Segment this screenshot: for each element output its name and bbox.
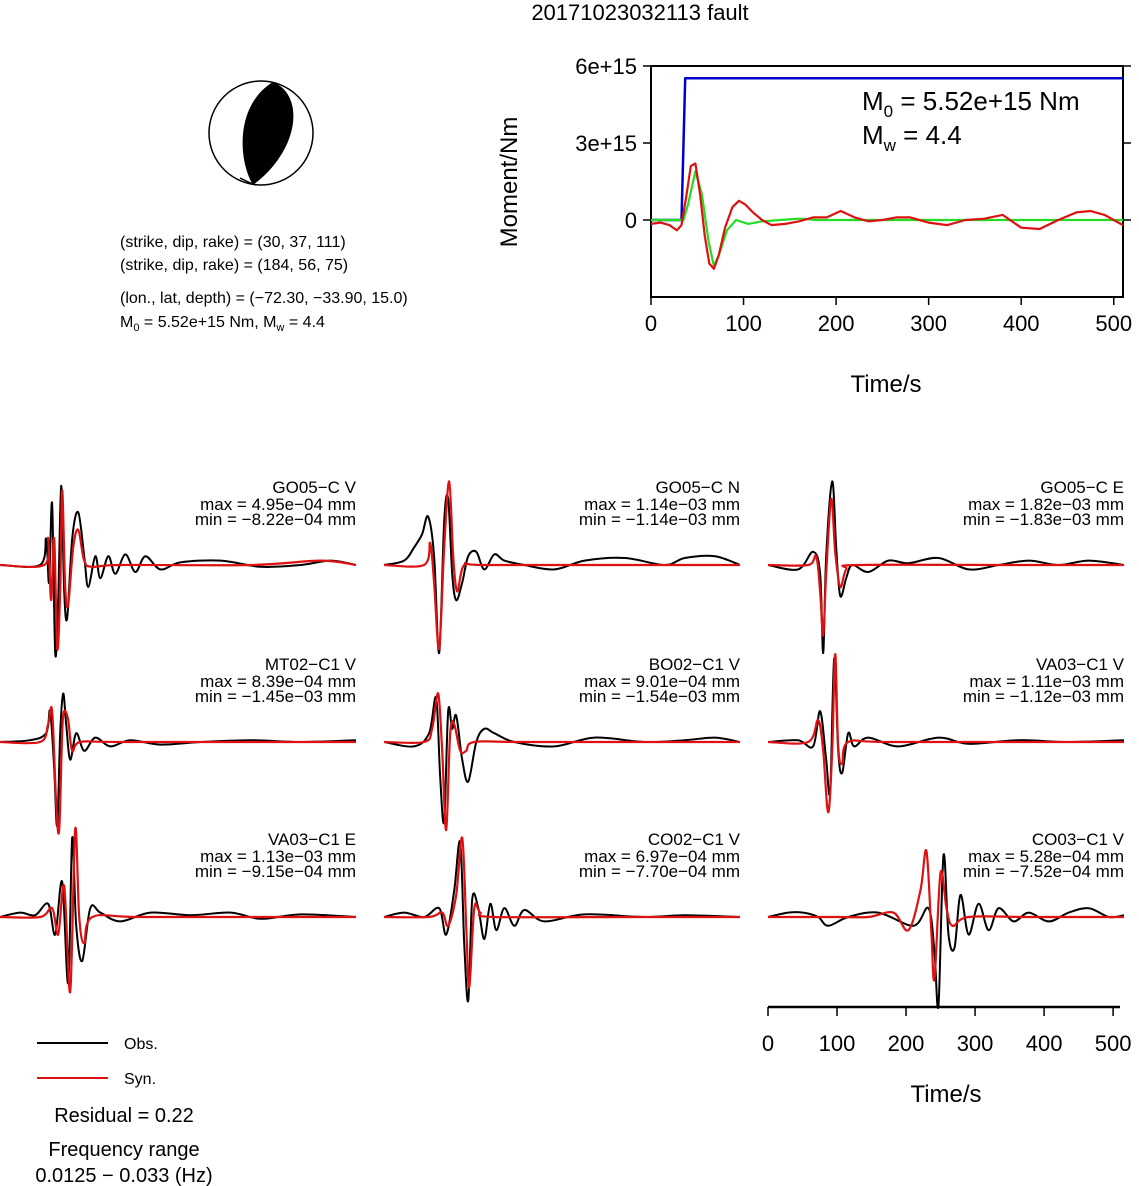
legend-syn-label: Syn. bbox=[124, 1071, 156, 1088]
moment-chart: 0 100 200 300 400 500 6e+15 3e+15 0 bbox=[575, 54, 1132, 336]
max-amplitude-label: max = 1.82e−03 mm bbox=[968, 495, 1124, 514]
station-label: GO05−C V bbox=[272, 478, 356, 497]
observed-waveform bbox=[383, 696, 741, 825]
residual: Residual = 0.22 bbox=[54, 1105, 194, 1127]
frequency-range-value: 0.0125 − 0.033 (Hz) bbox=[35, 1165, 212, 1186]
max-amplitude-label: max = 6.97e−04 mm bbox=[584, 847, 740, 866]
max-amplitude-label: max = 9.01e−04 mm bbox=[584, 672, 740, 691]
station-label: VA03−C1 E bbox=[268, 830, 356, 849]
moment-xlabel: Time/s bbox=[850, 371, 921, 398]
min-amplitude-label: min = −7.52e−04 mm bbox=[963, 862, 1124, 881]
beachball-focal-mechanism-icon bbox=[208, 80, 314, 186]
min-amplitude-label: min = −8.22e−04 mm bbox=[195, 510, 356, 529]
waveform-xtick-label: 400 bbox=[1026, 1031, 1063, 1056]
station-label: GO05−C N bbox=[655, 478, 740, 497]
waveform-xtick-label: 200 bbox=[888, 1031, 925, 1056]
legend: Obs. Syn. bbox=[37, 1036, 158, 1088]
max-amplitude-label: max = 4.95e−04 mm bbox=[200, 495, 356, 514]
strike-dip-rake-2: (strike, dip, rake) = (184, 56, 75) bbox=[120, 257, 348, 274]
max-amplitude-label: max = 1.11e−03 mm bbox=[969, 672, 1124, 691]
synthetic-waveform bbox=[0, 826, 356, 993]
moment-xtick-label: 0 bbox=[645, 311, 657, 336]
moment-plot-frame bbox=[650, 65, 1124, 298]
moment-xtick-label: 300 bbox=[910, 311, 947, 336]
max-amplitude-label: max = 8.39e−04 mm bbox=[200, 672, 356, 691]
waveform-xtick-label: 300 bbox=[957, 1031, 994, 1056]
min-amplitude-label: min = −9.15e−04 mm bbox=[195, 862, 356, 881]
waveform-xlabel: Time/s bbox=[910, 1081, 981, 1108]
max-amplitude-label: max = 1.14e−03 mm bbox=[584, 495, 740, 514]
synthetic-waveform bbox=[767, 497, 1124, 637]
moment-rate-observed-line bbox=[650, 162, 1124, 270]
synthetic-waveform bbox=[383, 692, 740, 832]
frequency-range-label: Frequency range bbox=[48, 1139, 199, 1161]
synthetic-waveform bbox=[0, 489, 357, 651]
station-label: GO05−C E bbox=[1040, 478, 1124, 497]
moment-ytick-label: 0 bbox=[625, 208, 637, 233]
figure-title: 20171023032113 fault bbox=[531, 0, 748, 25]
moment-xtick-label: 200 bbox=[818, 311, 855, 336]
station-label: MT02−C1 V bbox=[265, 655, 357, 674]
location-depth: (lon., lat, depth) = (−72.30, −33.90, 15… bbox=[120, 290, 408, 307]
station-label: VA03−C1 V bbox=[1036, 655, 1125, 674]
observed-waveform bbox=[767, 657, 1125, 796]
moment-xtick-label: 100 bbox=[725, 311, 762, 336]
observed-waveform bbox=[0, 484, 357, 658]
moment-xtick-label: 500 bbox=[1095, 311, 1132, 336]
annotation-mw: Mw = 4.4 bbox=[862, 120, 962, 155]
max-amplitude-label: max = 5.28e−04 mm bbox=[968, 847, 1124, 866]
station-label: BO02−C1 V bbox=[649, 655, 741, 674]
observed-waveform bbox=[0, 836, 357, 985]
moment-xtick-label: 400 bbox=[1003, 311, 1040, 336]
waveform-xtick-label: 500 bbox=[1095, 1031, 1132, 1056]
synthetic-waveform bbox=[768, 848, 1124, 982]
synthetic-waveform bbox=[767, 652, 1124, 814]
waveform-time-axis: 0 100 200 300 400 500 bbox=[762, 1005, 1132, 1056]
station-label: CO03−C1 V bbox=[1032, 830, 1125, 849]
min-amplitude-label: min = −1.83e−03 mm bbox=[963, 510, 1124, 529]
min-amplitude-label: min = −1.54e−03 mm bbox=[579, 687, 740, 706]
moment-ytick-label: 6e+15 bbox=[575, 54, 637, 79]
synthetic-waveform bbox=[383, 480, 740, 650]
max-amplitude-label: max = 1.13e−03 mm bbox=[200, 847, 356, 866]
annotation-m0: M0 = 5.52e+15 Nm bbox=[862, 86, 1080, 121]
min-amplitude-label: min = −7.70e−04 mm bbox=[579, 862, 740, 881]
min-amplitude-label: min = −1.14e−03 mm bbox=[579, 510, 740, 529]
min-amplitude-label: min = −1.12e−03 mm bbox=[963, 687, 1124, 706]
legend-obs-label: Obs. bbox=[124, 1036, 158, 1053]
moment-annotation: M0 = 5.52e+15 Nm Mw = 4.4 bbox=[862, 86, 1080, 155]
synthetic-waveform bbox=[383, 836, 740, 989]
moment-magnitude-line: M0 = 5.52e+15 Nm, Mw = 4.4 bbox=[120, 314, 325, 334]
observed-waveform bbox=[383, 494, 741, 655]
waveform-xtick-label: 0 bbox=[762, 1031, 774, 1056]
min-amplitude-label: min = −1.45e−03 mm bbox=[195, 687, 356, 706]
synthetic-waveform bbox=[0, 705, 356, 835]
observed-waveform bbox=[767, 853, 1125, 1009]
station-label: CO02−C1 V bbox=[648, 830, 741, 849]
moment-ytick-label: 3e+15 bbox=[575, 131, 637, 156]
strike-dip-rake-1: (strike, dip, rake) = (30, 37, 111) bbox=[120, 234, 346, 251]
moment-ylabel: Moment/Nm bbox=[496, 117, 523, 248]
waveform-xtick-label: 100 bbox=[819, 1031, 856, 1056]
